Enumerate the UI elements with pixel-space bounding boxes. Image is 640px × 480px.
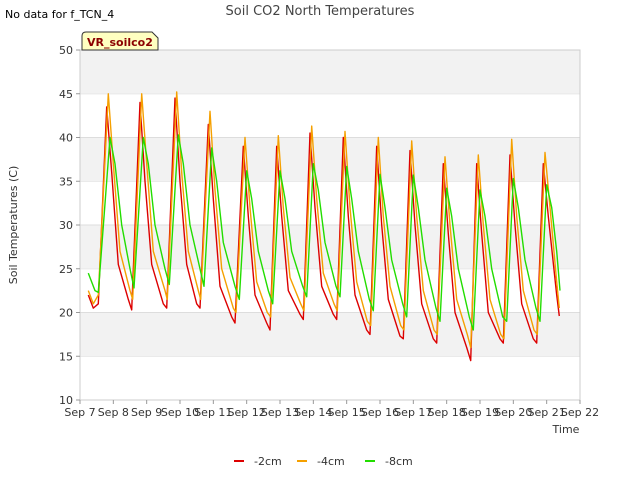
x-tick-label: Sep 8 [98,406,129,419]
plot-bands [80,49,580,357]
series-line-8cmcm [87,134,561,331]
x-tick-label: Sep 12 [228,406,266,419]
x-tick-label: Sep 20 [494,406,532,419]
x-tick-label: Sep 18 [428,406,466,419]
y-tick-label: 30 [59,219,73,232]
x-tick-label: Sep 19 [461,406,499,419]
site-badge-label: VR_soilco2 [87,36,153,49]
x-tick-label: Sep 11 [194,406,232,419]
y-tick-label: 15 [59,350,73,363]
y-tick-label: 45 [59,88,73,101]
y-tick-label: 25 [59,263,73,276]
legend-label: -2cm [254,455,282,468]
series-lines [87,91,561,362]
y-tick-label: 10 [59,394,73,407]
x-tick-label: Sep 10 [161,406,199,419]
legend: -2cm -4cm -8cm [234,455,413,468]
x-tick-label: Sep 14 [294,406,332,419]
y-tick-label: 35 [59,175,73,188]
series-line-4cmcm [87,91,560,349]
x-tick-label: Sep 17 [394,406,432,419]
y-tick-label: 20 [59,307,73,320]
y-axis-ticks: 10 15 20 25 30 35 40 45 50 [59,44,80,407]
no-data-note: No data for f_TCN_4 [5,8,115,21]
grid-band [80,137,580,182]
x-tick-label: Sep 13 [261,406,299,419]
chart-title: Soil CO2 North Temperatures [226,4,415,19]
x-tick-label: Sep 9 [131,406,162,419]
x-tick-label: Sep 22 [561,406,599,419]
series-line-2cmcm [87,97,560,362]
x-axis-label: Time [552,423,580,436]
legend-label: -4cm [317,455,345,468]
site-badge: VR_soilco2 [81,31,159,51]
grid-band [80,50,580,94]
x-tick-label: Sep 15 [328,406,366,419]
x-tick-label: Sep 16 [361,406,399,419]
x-tick-label: Sep 21 [528,406,566,419]
y-tick-label: 40 [59,132,73,145]
x-tick-label: Sep 7 [64,406,95,419]
y-axis-label: Soil Temperatures (C) [7,166,20,285]
legend-label: -8cm [385,455,413,468]
y-tick-label: 50 [59,44,73,57]
